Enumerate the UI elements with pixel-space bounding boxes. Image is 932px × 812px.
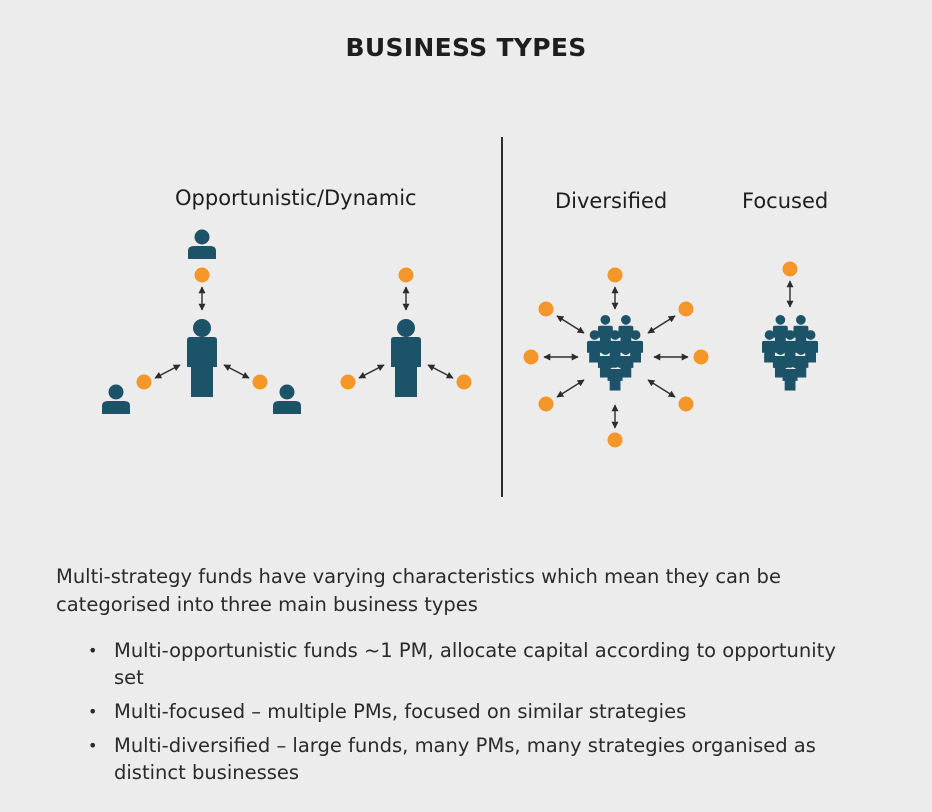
small-person-icon [102,384,130,414]
strategy-node [398,267,414,283]
double-arrow [556,379,585,398]
strategy-node [523,349,539,365]
strategy-node [607,267,623,283]
focused-cluster [762,261,818,391]
business-types-list: Multi-opportunistic funds ~1 PM, allocat… [88,637,848,793]
opportunistic-dynamic-label: Opportunistic/Dynamic [175,186,417,210]
strategy-node [538,396,554,412]
double-arrow [223,364,250,379]
strategy-node [678,301,694,317]
strategy-node [607,432,623,448]
double-arrow [358,364,385,379]
page-title: BUSINESS TYPES [345,33,587,62]
strategy-node [538,301,554,317]
diversified-cluster [523,267,709,448]
focused-label: Focused [742,189,829,213]
small-person-icon [188,229,216,259]
double-arrow [556,315,585,334]
strategy-node [693,349,709,365]
intro-paragraph: Multi-strategy funds have varying charac… [56,565,781,616]
list-item: Multi-focused – multiple PMs, focused on… [88,698,848,725]
double-arrow [154,364,181,379]
strategy-node [194,267,210,283]
pm-person-icon [187,319,217,397]
strategy-node [456,374,472,390]
strategy-node [782,261,798,277]
opportunistic-cluster-2 [340,267,472,397]
people-group-icon [762,315,818,391]
small-person-icon [273,384,301,414]
diversified-label: Diversified [555,189,668,213]
strategy-node [340,374,356,390]
strategy-node [252,374,268,390]
strategy-node [136,374,152,390]
list-item: Multi-diversified – large funds, many PM… [88,732,848,786]
pm-person-icon [391,319,421,397]
list-item: Multi-opportunistic funds ~1 PM, allocat… [88,637,848,691]
people-group-icon [587,315,643,391]
double-arrow [647,315,676,334]
strategy-node [678,396,694,412]
double-arrow [427,364,454,379]
opportunistic-cluster-1 [102,229,301,414]
double-arrow [647,379,676,398]
